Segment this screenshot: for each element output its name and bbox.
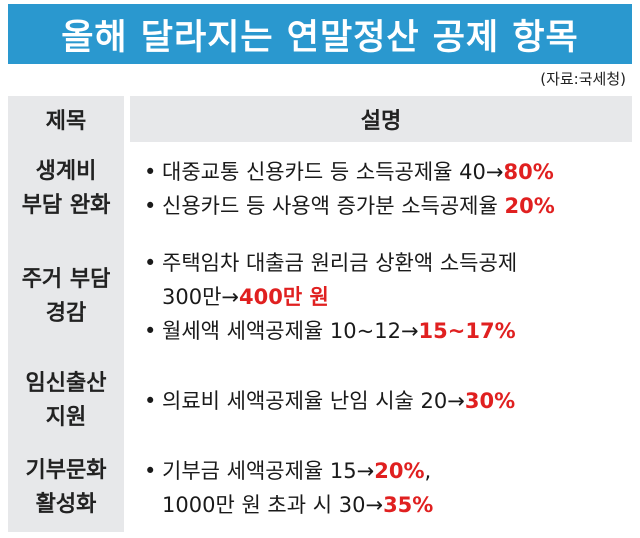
description-cell: • 대중교통 신용카드 등 소득공제율 40→80% • 신용카드 등 사용액 증가…	[130, 142, 632, 236]
highlight-value: 400만 원	[239, 285, 329, 309]
table-row: 생계비 부담 완화 • 대중교통 신용카드 등 소득공제율 40→80% • 신용카…	[8, 142, 632, 236]
table-row: 주거 부담 경감 • 주택임차 대출금 원리금 상환액 소득공제 300만→400…	[8, 236, 632, 358]
description-cell: • 기부금 세액공제율 15→20%, 1000만 원 초과 시 30→35%	[130, 444, 632, 532]
bullet-icon: •	[144, 389, 157, 413]
list-item: • 의료비 세액공제율 난임 시술 20→30%	[144, 384, 632, 418]
category-cell: 주거 부담 경감	[8, 236, 124, 358]
bullet-icon: •	[144, 194, 157, 218]
highlight-value: 15~17%	[418, 319, 516, 343]
page-title: 올해 달라지는 연말정산 공제 항목	[61, 17, 579, 58]
list-item: • 월세액 세액공제율 10~12→15~17%	[144, 314, 632, 348]
category-cell: 임신출산 지원	[8, 358, 124, 444]
highlight-value: 20%	[504, 194, 555, 218]
list-item-continuation: 300만→400만 원	[162, 285, 329, 309]
source-note: (자료:국세청)	[540, 70, 626, 88]
category-cell: 기부문화 활성화	[8, 444, 124, 532]
list-item: • 주택임차 대출금 원리금 상환액 소득공제	[144, 246, 632, 280]
bullet-icon: •	[144, 251, 157, 275]
category-cell: 생계비 부담 완화	[8, 142, 124, 236]
highlight-value: 35%	[383, 493, 434, 517]
category-line: 생계비	[35, 159, 97, 184]
header-description: 설명	[130, 96, 632, 142]
list-item-continuation: 1000만 원 초과 시 30→35%	[162, 493, 434, 517]
bullet-icon: •	[144, 319, 157, 343]
bullet-icon: •	[144, 459, 157, 483]
category-line: 경감	[45, 301, 87, 326]
highlight-value: 80%	[503, 160, 554, 184]
table-header-row: 제목 설명	[8, 96, 632, 142]
highlight-value: 20%	[374, 459, 425, 483]
description-cell: • 주택임차 대출금 원리금 상환액 소득공제 300만→400만 원 • 월세액 …	[130, 236, 632, 358]
list-item: • 신용카드 등 사용액 증가분 소득공제율 20%	[144, 189, 632, 223]
table-row: 기부문화 활성화 • 기부금 세액공제율 15→20%, 1000만 원 초과 시…	[8, 444, 632, 532]
category-line: 활성화	[35, 492, 97, 517]
description-cell: • 의료비 세액공제율 난임 시술 20→30%	[130, 358, 632, 444]
bullet-icon: •	[144, 160, 157, 184]
category-line: 임신출산	[25, 371, 107, 396]
header-gap	[124, 96, 130, 142]
title-banner: 올해 달라지는 연말정산 공제 항목	[8, 4, 632, 64]
category-line: 지원	[45, 405, 87, 430]
category-line: 주거 부담	[21, 267, 111, 292]
table-row: 임신출산 지원 • 의료비 세액공제율 난임 시술 20→30%	[8, 358, 632, 444]
highlight-value: 30%	[464, 389, 516, 413]
deduction-table: 제목 설명 생계비 부담 완화 • 대중교통 신용카드 등 소득공제율 40→80…	[8, 96, 632, 532]
list-item: • 기부금 세액공제율 15→20%,	[144, 454, 632, 488]
list-item: • 대중교통 신용카드 등 소득공제율 40→80%	[144, 155, 632, 189]
category-line: 기부문화	[25, 458, 107, 483]
category-line: 부담 완화	[21, 193, 111, 218]
header-category: 제목	[8, 96, 124, 142]
